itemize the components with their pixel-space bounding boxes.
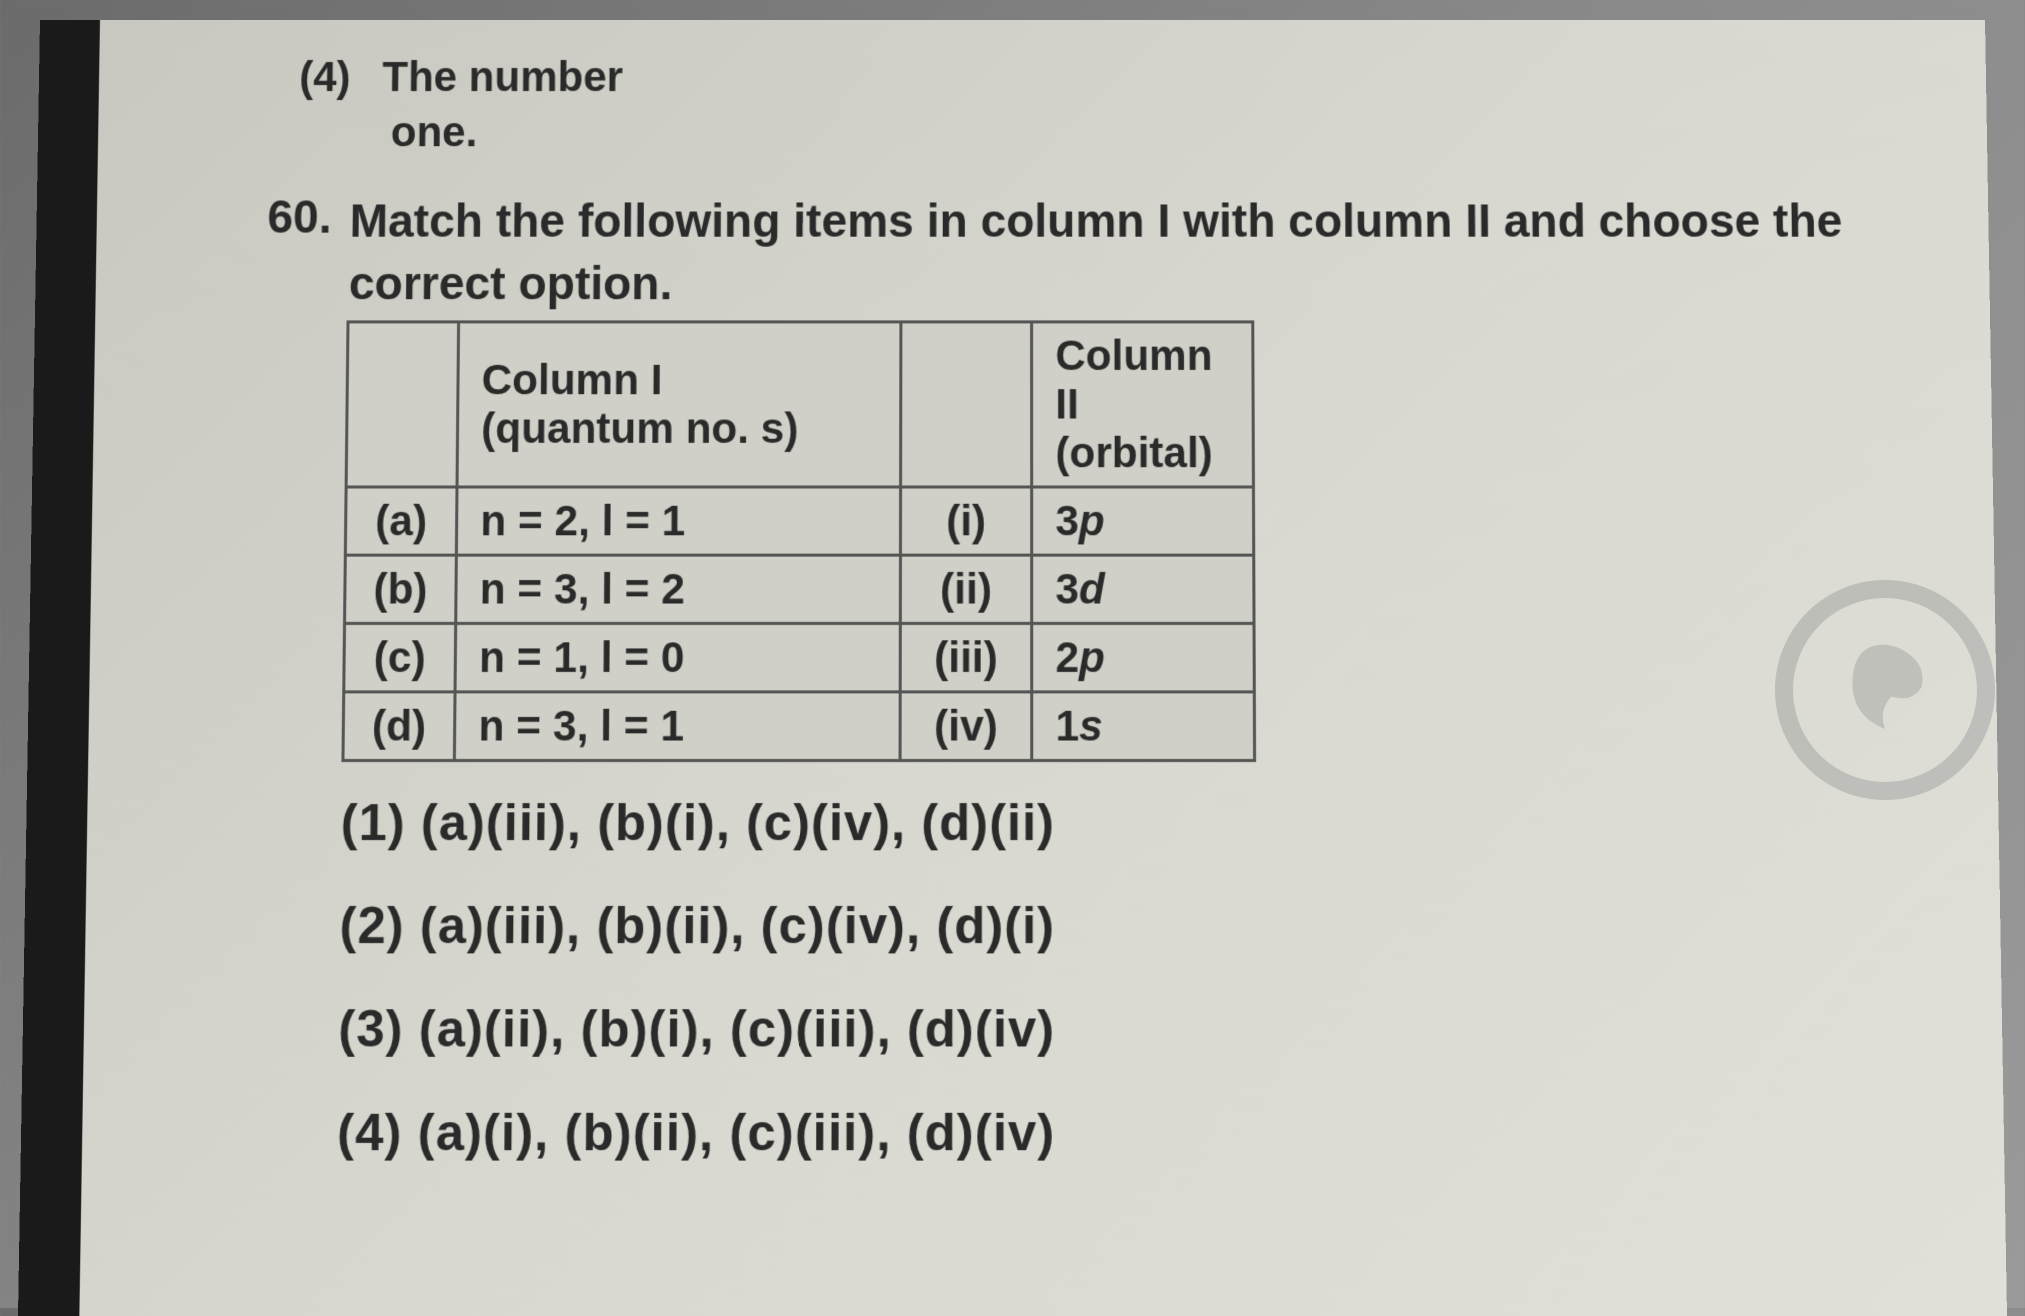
option-1: (1) (a)(iii), (b)(i), (c)(iv), (d)(ii) [340, 793, 1938, 853]
table-row: (a) n = 2, l = 1 (i) 3p [345, 487, 1253, 555]
row-data2: 3p [1032, 487, 1254, 555]
header-col1-line1: Column I [481, 356, 662, 404]
option-text: (a)(ii), (b)(i), (c)(iii), (d)(iv) [418, 1000, 1055, 1058]
header-col2-line1: Column II [1055, 332, 1212, 428]
row-idx2: (iii) [900, 624, 1032, 692]
question-text-row: 60. Match the following items in column … [266, 190, 1930, 315]
header-column-i: Column I (quantum no. s) [457, 322, 901, 487]
option-num: (2) [339, 897, 405, 955]
previous-question-option: (4) The number one. [298, 50, 1927, 159]
option-num: (1) [340, 794, 406, 852]
exam-page: (4) The number one. 60. Match the follow… [18, 20, 2007, 1316]
answer-options: (1) (a)(iii), (b)(i), (c)(iv), (d)(ii) (… [337, 793, 1943, 1163]
row-idx1: (c) [344, 624, 456, 692]
header-column-ii: Column II (orbital) [1032, 322, 1254, 487]
option-num: (4) [337, 1104, 403, 1162]
table-header-row: Column I (quantum no. s) Column II (orbi… [346, 322, 1253, 487]
row-idx1: (a) [345, 487, 457, 555]
option-text: (a)(iii), (b)(ii), (c)(iv), (d)(i) [419, 897, 1055, 955]
question-number: 60. [266, 190, 332, 315]
row-data1: n = 3, l = 2 [456, 556, 901, 624]
match-table: Column I (quantum no. s) Column II (orbi… [341, 321, 1256, 763]
option-4: (4) (a)(i), (b)(ii), (c)(iii), (d)(iv) [337, 1103, 1943, 1163]
row-idx1: (b) [345, 556, 457, 624]
prev-option-text1: The number [382, 53, 623, 100]
table-row: (b) n = 3, l = 2 (ii) 3d [345, 556, 1254, 624]
row-data2: 2p [1032, 624, 1255, 692]
row-data1: n = 1, l = 0 [455, 624, 900, 692]
prev-option-num: (4) [299, 50, 351, 105]
row-data2: 1s [1032, 692, 1255, 761]
option-text: (a)(i), (b)(ii), (c)(iii), (d)(iv) [417, 1104, 1055, 1162]
row-data2: 3d [1032, 556, 1254, 624]
option-num: (3) [338, 1000, 404, 1058]
header-col2-line2: (orbital) [1055, 429, 1213, 477]
row-idx1: (d) [343, 692, 455, 761]
prev-option-text2: one. [391, 108, 478, 155]
header-blank-1 [346, 322, 458, 487]
header-blank-2 [901, 322, 1032, 487]
header-col1-line2: (quantum no. s) [481, 405, 799, 453]
table-row: (d) n = 3, l = 1 (iv) 1s [343, 692, 1255, 761]
table-row: (c) n = 1, l = 0 (iii) 2p [344, 624, 1255, 692]
row-data1: n = 2, l = 1 [456, 487, 900, 555]
question-text: Match the following items in column I wi… [349, 190, 1930, 315]
option-3: (3) (a)(ii), (b)(i), (c)(iii), (d)(iv) [338, 999, 1942, 1059]
row-idx2: (i) [900, 487, 1031, 555]
row-idx2: (ii) [900, 556, 1031, 624]
row-idx2: (iv) [900, 692, 1032, 761]
option-2: (2) (a)(iii), (b)(ii), (c)(iv), (d)(i) [339, 896, 1940, 956]
row-data1: n = 3, l = 1 [454, 692, 900, 761]
option-text: (a)(iii), (b)(i), (c)(iv), (d)(ii) [421, 794, 1056, 852]
watermark-logo-icon [1775, 580, 1995, 800]
